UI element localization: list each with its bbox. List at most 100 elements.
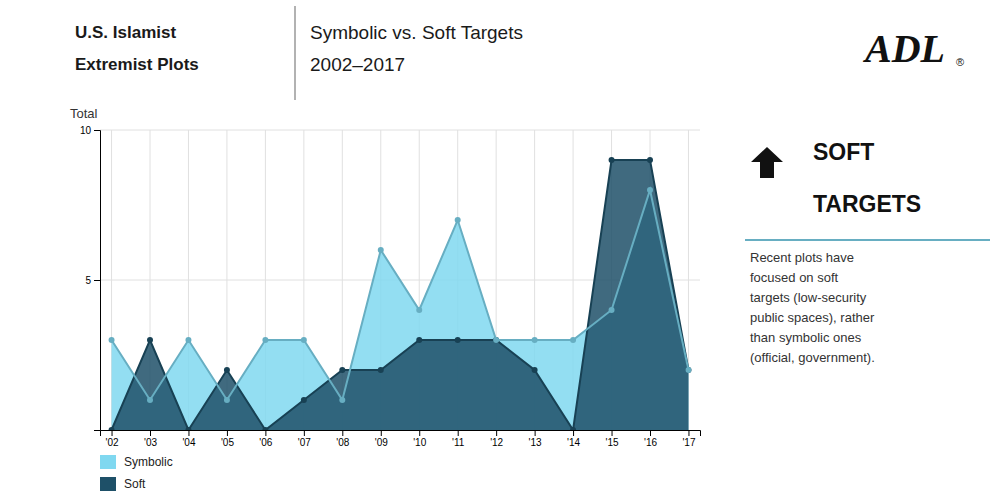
point [378,247,384,253]
x-tick: '02 [106,430,119,448]
x-tick-label: '03 [144,437,157,448]
x-tick-mark [573,430,574,436]
x-tick-label: '08 [336,437,349,448]
y-tick: 5 [85,275,100,286]
logo: ADL [862,26,945,71]
point [455,337,461,343]
legend-label: Symbolic [124,455,173,469]
line [112,160,689,430]
x-tick: '08 [336,430,349,448]
y-axis-line [94,131,101,431]
point [685,367,691,373]
arrow-icon [751,147,783,178]
grid-line [100,130,700,131]
x-tick: '11 [452,430,465,448]
x-tick-mark [650,430,651,436]
point [262,337,268,343]
point [378,367,384,373]
x-tick: '03 [144,430,157,448]
x-tick-label: '14 [567,437,580,448]
point [416,337,422,343]
area [112,160,689,430]
sidebar-divider [745,239,990,241]
x-tick-mark [688,430,689,436]
x-tick: '14 [567,430,580,448]
x-tick-mark [188,430,189,436]
legend-swatch [100,455,116,469]
x-tick: '17 [682,430,695,448]
x-tick-mark [381,430,382,436]
title: Extremist Plots [75,55,199,74]
sidebar-body-line: targets (low-security [750,290,867,305]
point [609,157,615,163]
subtitle: 2002–2017 [310,54,405,75]
sidebar-title: TARGETS [813,191,921,217]
x-tick-mark [419,430,420,436]
point [109,427,115,430]
x-tick-label: '17 [682,437,695,448]
x-tick-mark [535,430,536,436]
y-tick-label: 10 [80,125,92,136]
point [647,157,653,163]
point [493,337,499,343]
x-tick-mark [150,430,151,436]
point [493,337,499,343]
x-axis-line [101,431,701,437]
y-axis-title: Total [70,106,98,121]
x-tick-label: '12 [490,437,503,448]
point [532,337,538,343]
sidebar-title: SOFT [813,139,874,165]
x-tick-label: '15 [606,437,619,448]
y-tick-mark [94,130,100,131]
x-tick-label: '11 [452,437,465,448]
x-tick-label: '09 [375,437,388,448]
point [262,427,268,430]
x-tick-mark [227,430,228,436]
x-tick: '07 [298,430,311,448]
x-tick-mark [112,430,113,436]
x-tick-label: '07 [298,437,311,448]
x-tick: '13 [529,430,542,448]
point [109,337,115,343]
sidebar-body-line: than symbolic ones [750,330,862,345]
x-tick: '05 [221,430,234,448]
sidebar-body: Recent plots have focused on soft targets … [750,250,875,365]
x-tick: '10 [413,430,426,448]
sidebar-body-line: focused on soft [750,270,839,285]
x-tick-mark [458,430,459,436]
x-tick-label: '05 [221,437,234,448]
x-tick-mark [342,430,343,436]
plot-area [109,157,692,430]
x-tick: '09 [375,430,388,448]
point [224,367,230,373]
x-tick-mark [612,430,613,436]
chart: U.S. Islamist Extremist Plots Symbolic vs.… [0,0,1000,500]
title: U.S. Islamist [75,23,176,42]
point [185,427,191,430]
point [685,367,691,373]
y-axis: 5 10 [80,125,101,431]
subtitle: Symbolic vs. Soft Targets [310,22,523,43]
x-tick-label: '10 [413,437,426,448]
point [185,337,191,343]
legend-label: Soft [124,477,146,491]
point [532,367,538,373]
x-tick: '04 [182,430,195,448]
point [301,397,307,403]
logo-mark: ® [956,56,964,68]
x-tick: '12 [490,430,503,448]
x-tick-mark [304,430,305,436]
x-tick: '15 [606,430,619,448]
point [224,397,230,403]
sidebar-body-line: Recent plots have [750,250,854,265]
point [147,397,153,403]
point [147,337,153,343]
point [301,337,307,343]
x-tick-label: '02 [106,437,119,448]
header: U.S. Islamist Extremist Plots Symbolic vs.… [75,6,964,100]
x-tick-mark [265,430,266,436]
point [570,337,576,343]
x-tick-label: '16 [644,437,657,448]
sidebar: SOFT TARGETS Recent plots have focused on s… [745,139,990,365]
point [339,397,345,403]
